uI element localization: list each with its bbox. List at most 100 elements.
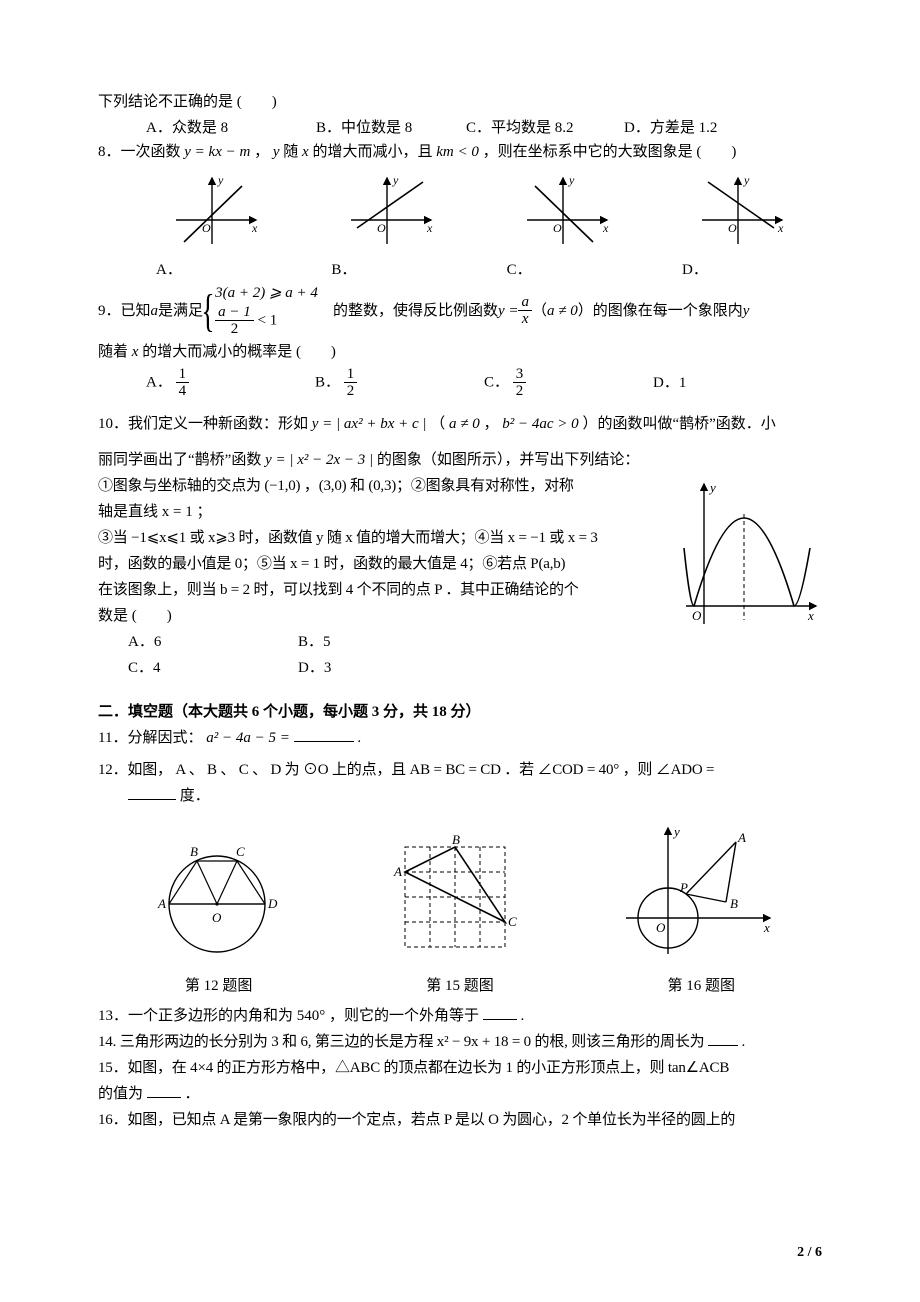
q9-Bl: B． (315, 374, 340, 390)
q9-t2: 是满足 (158, 299, 203, 323)
q8-graph-c: O x y (497, 172, 637, 258)
q9-stem-line1: 9．已知 a 是满足 { 3(a + 2) ⩾ a + 4 a − 12 < 1… (98, 284, 822, 338)
q7-choice-b: B．中位数是 8 (316, 116, 466, 140)
q9-fn: a (518, 294, 532, 312)
q9-stem-line2: 随着 x 的增大而减小的概率是 ( ) (98, 340, 822, 364)
q16-figure: O x y A B P (618, 822, 778, 970)
q8-eq: y = kx − m (184, 144, 250, 160)
q9-l2b: 的增大而减小的概率是 ( ) (142, 344, 336, 360)
q9-t5: ）的图像在每一个象限内 (578, 299, 743, 323)
q11-t: 11．分解因式： (98, 730, 202, 746)
svg-text:C: C (508, 914, 517, 929)
svg-text:y: y (672, 824, 680, 839)
q10-choice-d: D．3 (298, 656, 331, 680)
q9-fd: x (518, 311, 532, 328)
q13-s: . (521, 1008, 525, 1024)
svg-text:A: A (157, 896, 166, 911)
q13-t: 13．一个正多边形的内角和为 540° ，则它的一个外角等于 (98, 1008, 483, 1024)
q15-l1: 15．如图，在 4×4 的正方形方格中，△ABC 的顶点都在边长为 1 的小正方… (98, 1056, 822, 1080)
q9-choice-d: D．1 (653, 371, 822, 395)
svg-text:A: A (737, 830, 746, 845)
q10-t1: 10．我们定义一种新函数：形如 (98, 416, 312, 432)
svg-text:P: P (679, 880, 688, 895)
q15-caption: 第 15 题图 (370, 974, 550, 998)
q9-choices: A． 14 B． 12 C． 32 D．1 (98, 366, 822, 400)
svg-text:O: O (377, 221, 386, 235)
q10-body: ①图象与坐标轴的交点为 (−1,0) ，(3,0) 和 (0,3)；②图象具有对… (98, 474, 822, 682)
q10-c1: a ≠ 0 (449, 416, 480, 432)
q11: 11．分解因式： a² − 4a − 5 = . (98, 726, 822, 750)
figures-row: A B C D O A B C (98, 822, 822, 970)
q8-t5: ，则在坐标系中它的大致图象是 ( ) (483, 144, 737, 160)
q8-label-d: D． (672, 258, 812, 282)
q9-a: a (151, 299, 159, 323)
q10-figure: O x y (680, 474, 822, 682)
svg-text:B: B (190, 844, 198, 859)
q15-figure: A B C (380, 832, 530, 970)
svg-text:O: O (692, 608, 702, 623)
q7-choice-d: D．方差是 1.2 (624, 116, 774, 140)
q10-l3: ①图象与坐标轴的交点为 (−1,0) ，(3,0) 和 (0,3)；②图象具有对… (98, 474, 666, 498)
q11-expr: a² − 4a − 5 = (206, 730, 290, 746)
page-number: 2 / 6 (797, 1242, 822, 1264)
q9-Cl: C． (484, 374, 509, 390)
svg-text:y: y (708, 480, 716, 495)
q14: 14. 三角形两边的长分别为 3 和 6, 第三边的长是方程 x² − 9x +… (98, 1030, 822, 1054)
q14-blank (708, 1031, 738, 1045)
q10-l8: 数是 ( ) (98, 604, 666, 628)
q7-choice-a: A．众数是 8 (146, 116, 316, 140)
q10-t1d: ）的函数叫做“鹊桥”函数．小 (582, 416, 775, 432)
section-2-title: 二．填空题（本大题共 6 个小题，每小题 3 分，共 18 分） (98, 700, 822, 724)
q10-c2: b² − 4ac > 0 (502, 416, 578, 432)
q8-t3: 随 (283, 144, 302, 160)
svg-text:O: O (553, 221, 562, 235)
q9-choice-a: A． 14 (146, 366, 315, 400)
q14-t: 14. 三角形两边的长分别为 3 和 6, 第三边的长是方程 x² − 9x +… (98, 1034, 708, 1050)
q7-stem: 下列结论不正确的是 ( ) (98, 90, 822, 114)
q15-blank (147, 1083, 181, 1097)
q8-stem: 8．一次函数 y = kx − m ， y 随 x 的增大而减小，且 km < … (98, 140, 822, 164)
q9-x: x (132, 344, 139, 360)
q8-t1: 8．一次函数 (98, 144, 184, 160)
q14-s: . (742, 1034, 746, 1050)
q10-t1c: ， (484, 416, 499, 432)
svg-text:C: C (236, 844, 245, 859)
q10-l4: 轴是直线 x = 1 ； (98, 500, 666, 524)
q9-t4: （ (532, 299, 547, 323)
q9-flhs: y = (498, 299, 519, 323)
q9-Cn: 3 (513, 366, 527, 384)
q9-Bn: 1 (344, 366, 358, 384)
q11-blank (294, 727, 354, 741)
q8-y: y (273, 144, 280, 160)
q8-graphs: O x y O x y O x y O x y (98, 166, 822, 258)
q15-l2t: 的值为 (98, 1086, 143, 1102)
q10-t1b: （ (430, 416, 445, 432)
q10-eq1: y = | ax² + bx + c | (312, 416, 427, 432)
q9-Bd: 2 (344, 383, 358, 400)
q12-l2t: 度． (180, 788, 210, 804)
q9-sys2: a − 12 < 1 (215, 304, 318, 338)
q8-labels: A． B． C． D． (98, 258, 822, 284)
q12-l1: 12．如图， A 、 B 、 C 、 D 为 ⊙O 上的点，且 AB = BC … (98, 758, 822, 782)
q8-label-b: B． (321, 258, 461, 282)
svg-text:x: x (763, 920, 770, 935)
q10-t2a: 丽同学画出了“鹊桥”函数 (98, 452, 265, 468)
svg-text:D: D (267, 896, 278, 911)
svg-text:B: B (452, 832, 460, 847)
q10-choice-c: C．4 (128, 656, 298, 680)
q8-label-a: A． (146, 258, 286, 282)
svg-text:O: O (212, 910, 222, 925)
q11-tb: . (357, 730, 361, 746)
q9-Cd: 2 (513, 383, 527, 400)
q13-blank (483, 1005, 517, 1019)
q9-choice-c: C． 32 (484, 366, 653, 400)
q15-l2b: ． (185, 1086, 200, 1102)
q9-t1: 9．已知 (98, 299, 151, 323)
q12-caption: 第 12 题图 (129, 974, 309, 998)
svg-text:O: O (728, 221, 737, 235)
q10-choice-a: A．6 (128, 630, 298, 654)
q16: 16．如图，已知点 A 是第一象限内的一个定点，若点 P 是以 O 为圆心，2 … (98, 1108, 822, 1132)
q8-graph-d: O x y (672, 172, 812, 258)
q9-s2d: 2 (215, 321, 254, 338)
q7-choice-c: C．平均数是 8.2 (466, 116, 624, 140)
